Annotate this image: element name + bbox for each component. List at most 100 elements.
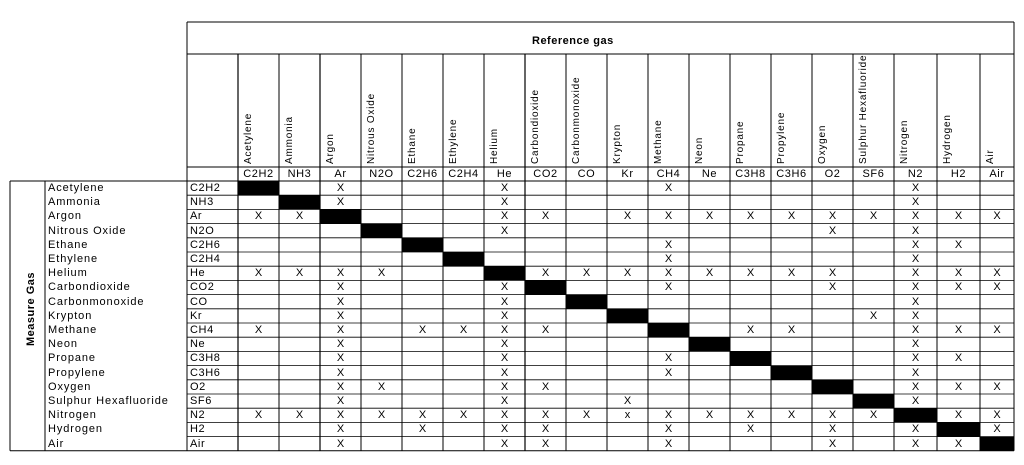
reference-gas-abbr: NH3	[287, 168, 312, 180]
reference-gas-abbr: C2H6	[407, 168, 438, 180]
compatibility-mark: X	[336, 380, 345, 393]
compatibility-mark: X	[500, 182, 509, 194]
compatibility-mark: X	[911, 437, 920, 450]
measure-gas-abbr: CH4	[190, 324, 214, 336]
diagonal-filled-cell	[771, 365, 812, 380]
compatibility-mark: X	[623, 395, 632, 407]
measure-gas-name: Oxygen	[48, 380, 92, 393]
compatibility-mark: X	[746, 409, 755, 422]
reference-gas-name: Ethylene	[448, 118, 459, 164]
reference-gas-name: Propylene	[776, 111, 787, 164]
compatibility-mark: X	[911, 253, 920, 265]
diagonal-filled-cell	[937, 422, 980, 437]
compatibility-mark: X	[911, 309, 920, 322]
compatibility-mark: X	[500, 196, 509, 209]
compatibility-mark: X	[993, 281, 1001, 294]
compatibility-mark: X	[254, 210, 263, 223]
measure-gas-name: Ammonia	[48, 196, 101, 209]
compatibility-mark: X	[911, 352, 920, 365]
compatibility-mark: X	[336, 437, 345, 450]
compatibility-mark: X	[377, 380, 386, 393]
measure-gas-name: Krypton	[48, 309, 93, 322]
compatibility-mark: X	[541, 409, 550, 422]
reference-gas-name: Sulphur Hexafluoride	[858, 54, 869, 164]
reference-gas-name: Acetylene	[243, 112, 254, 164]
compatibility-mark: X	[336, 295, 345, 308]
compatibility-mark: X	[911, 338, 920, 351]
reference-gas-abbr: H2	[950, 168, 967, 180]
compatibility-mark: X	[746, 210, 755, 223]
reference-gas-abbr: C2H2	[243, 168, 274, 180]
reference-gas-abbr: C2H4	[448, 168, 479, 180]
compatibility-mark: X	[295, 267, 304, 280]
compatibility-mark: X	[500, 409, 509, 422]
compatibility-mark: X	[954, 281, 963, 294]
reference-gas-name: Krypton	[612, 123, 623, 164]
measure-gas-abbr: C2H2	[190, 182, 221, 194]
reference-gas-name: Oxygen	[817, 124, 828, 164]
reference-gas-name: Ethane	[407, 127, 418, 165]
reference-gas-name: Argon	[325, 133, 336, 164]
compatibility-mark: X	[664, 253, 673, 265]
diagonal-filled-cell	[730, 351, 771, 366]
compatibility-mark: X	[336, 395, 345, 407]
reference-gas-abbr: CH4	[656, 168, 681, 180]
reference-gas-abbr: He	[496, 168, 513, 180]
measure-gas-name: Neon	[48, 338, 78, 351]
compatibility-mark: X	[254, 324, 263, 336]
compatibility-mark: X	[705, 409, 714, 422]
compatibility-mark: X	[500, 395, 509, 407]
compatibility-mark: X	[336, 366, 345, 379]
compatibility-mark: X	[954, 210, 963, 223]
measure-gas-name: Propylene	[48, 366, 106, 379]
compatibility-mark: X	[500, 324, 509, 336]
measure-gas-abbr: He	[190, 267, 206, 280]
compatibility-mark: X	[664, 182, 673, 194]
compatibility-mark: X	[993, 423, 1001, 436]
compatibility-mark: X	[254, 409, 263, 422]
compatibility-mark: X	[418, 324, 427, 336]
reference-gas-name: Propane	[735, 120, 746, 164]
compatibility-mark: X	[993, 409, 1001, 422]
diagonal-filled-cell	[320, 209, 361, 224]
compatibility-mark: X	[336, 352, 345, 365]
measure-gas-name: Ethylene	[48, 253, 99, 265]
diagonal-filled-cell	[402, 237, 443, 252]
reference-gas-abbr: C3H6	[776, 168, 807, 180]
reference-gas-abbr: CO	[577, 168, 596, 180]
compatibility-mark: X	[336, 196, 345, 209]
reference-gas-abbr: N2	[907, 168, 924, 180]
compatibility-mark: X	[377, 267, 386, 280]
compatibility-mark: X	[664, 238, 673, 251]
compatibility-mark: X	[336, 324, 345, 336]
reference-gas-abbr: C3H8	[735, 168, 766, 180]
compatibility-mark: X	[828, 437, 837, 450]
compatibility-mark: X	[911, 238, 920, 251]
compatibility-mark: X	[911, 196, 920, 209]
compatibility-mark: X	[664, 423, 673, 436]
compatibility-mark: X	[582, 267, 591, 280]
compatibility-mark: X	[911, 210, 920, 223]
measure-gas-abbr: H2	[190, 423, 206, 436]
compatibility-mark: X	[336, 267, 345, 280]
diagonal-filled-cell	[607, 308, 648, 323]
compatibility-mark: X	[500, 366, 509, 379]
compatibility-mark: X	[746, 267, 755, 280]
measure-gas-abbr: C2H4	[190, 253, 221, 265]
compatibility-mark: X	[911, 380, 920, 393]
compatibility-mark: X	[500, 437, 509, 450]
compatibility-mark: X	[664, 352, 673, 365]
compatibility-mark: X	[911, 423, 920, 436]
compatibility-mark: X	[746, 423, 755, 436]
compatibility-mark: X	[336, 182, 345, 194]
measure-gas-name: Argon	[48, 210, 82, 223]
compatibility-mark: X	[828, 224, 837, 237]
measure-gas-abbr: C3H8	[190, 352, 221, 365]
compatibility-mark: X	[664, 267, 673, 280]
diagonal-filled-cell	[689, 337, 730, 352]
compatibility-mark: X	[500, 295, 509, 308]
compatibility-mark: X	[911, 295, 920, 308]
compatibility-mark: X	[746, 324, 755, 336]
compatibility-mark: X	[993, 380, 1001, 393]
reference-gas-abbr: CO2	[533, 168, 558, 180]
